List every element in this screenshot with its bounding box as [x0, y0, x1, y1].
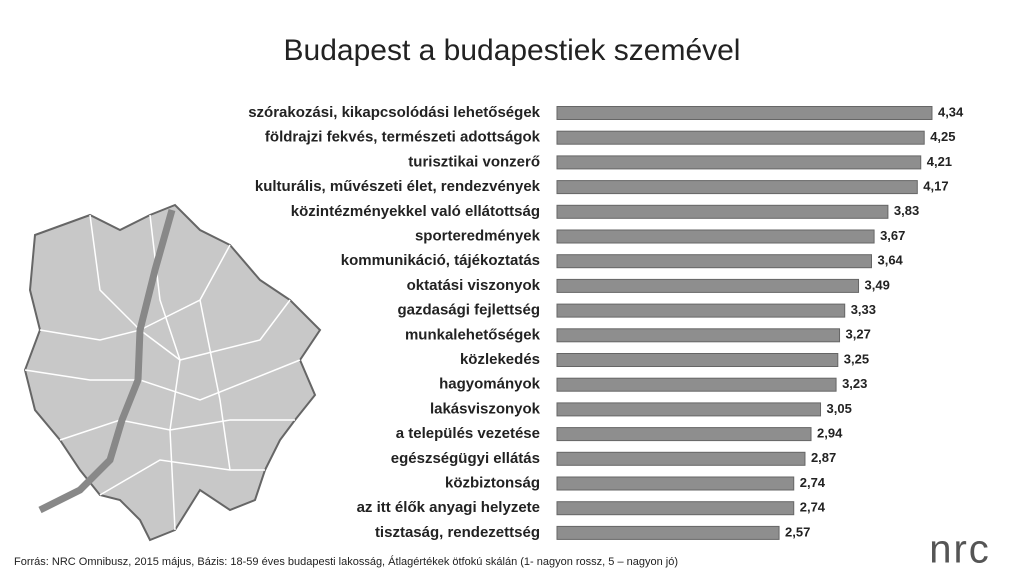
bar	[556, 402, 822, 417]
value-label: 3,05	[827, 401, 852, 416]
bar	[556, 427, 812, 442]
budapest-map	[23, 203, 322, 542]
category-label: sporteredmények	[415, 227, 541, 244]
value-label: 2,74	[800, 500, 826, 515]
bar	[556, 353, 839, 367]
category-label: egészségügyi ellátás	[391, 450, 540, 467]
value-label: 3,25	[844, 351, 869, 366]
category-label: hagyományok	[439, 376, 541, 393]
bar	[556, 278, 860, 293]
value-label: 2,94	[817, 426, 843, 441]
bar	[556, 155, 922, 170]
chart-title: Budapest a budapestiek szemével	[284, 34, 741, 67]
category-label: oktatási viszonyok	[407, 277, 541, 294]
value-label: 3,27	[846, 327, 871, 342]
value-label: 3,49	[865, 277, 890, 292]
category-label: szórakozási, kikapcsolódási lehetőségek	[248, 104, 540, 121]
value-label: 3,23	[842, 376, 867, 391]
category-label: közbiztonság	[445, 474, 540, 491]
bar	[556, 130, 925, 145]
bar	[556, 328, 841, 343]
category-label: gazdasági fejlettség	[397, 302, 540, 319]
bar	[556, 525, 780, 540]
bar	[556, 476, 795, 491]
category-label: tisztaság, rendezettség	[375, 524, 540, 541]
bar	[556, 180, 918, 195]
value-label: 4,21	[927, 154, 952, 169]
category-label: földrajzi fekvés, természeti adottságok	[265, 129, 541, 146]
value-label: 2,74	[800, 475, 826, 490]
value-label: 3,64	[877, 253, 903, 268]
value-label: 4,34	[938, 104, 964, 119]
category-label: kulturális, művészeti élet, rendezvények	[255, 178, 541, 195]
category-label: az itt élők anyagi helyzete	[357, 499, 540, 516]
bar	[556, 451, 806, 466]
logo: nrc	[929, 528, 991, 572]
bar	[556, 106, 933, 120]
bar	[556, 303, 846, 318]
value-label: 3,33	[851, 302, 876, 317]
value-label: 4,17	[923, 179, 948, 194]
category-label: közintézményekkel való ellátottság	[291, 203, 540, 220]
value-label: 2,57	[785, 524, 810, 539]
category-label: közlekedés	[460, 351, 540, 368]
value-label: 4,25	[930, 129, 955, 144]
bar	[556, 204, 889, 219]
category-label: a település vezetése	[396, 425, 540, 442]
value-label: 2,87	[811, 450, 836, 465]
category-label: munkalehetőségek	[405, 326, 541, 343]
bar	[556, 229, 875, 244]
category-label: lakásviszonyok	[430, 400, 541, 417]
bar	[556, 254, 872, 269]
category-label: kommunikáció, tájékoztatás	[341, 252, 540, 269]
value-label: 3,67	[880, 228, 905, 243]
bar	[556, 501, 795, 516]
value-label: 3,83	[894, 203, 919, 218]
source-note: Forrás: NRC Omnibusz, 2015 május, Bázis:…	[14, 555, 678, 568]
category-label: turisztikai vonzerő	[408, 153, 540, 170]
bar	[556, 377, 837, 392]
